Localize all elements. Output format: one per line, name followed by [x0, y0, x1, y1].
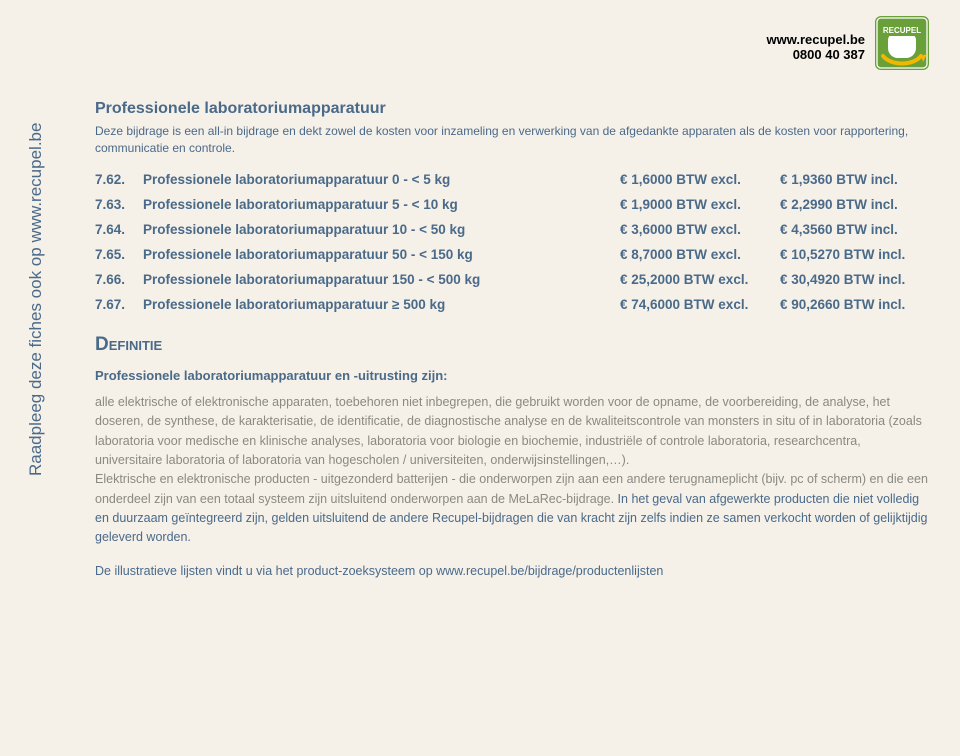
price-row-code: 7.62. [95, 172, 143, 187]
price-row: 7.67.Professionele laboratoriumapparatuu… [95, 297, 930, 312]
price-row-desc: Professionele laboratoriumapparatuur 5 -… [143, 197, 620, 212]
header-contact: www.recupel.be 0800 40 387 [767, 32, 866, 62]
price-row-excl: € 74,6000 BTW excl. [620, 297, 780, 312]
price-row-excl: € 3,6000 BTW excl. [620, 222, 780, 237]
definition-heading: Definitie [95, 334, 930, 356]
price-row: 7.64.Professionele laboratoriumapparatuu… [95, 222, 930, 237]
footer-link-text: De illustratieve lijsten vindt u via het… [95, 564, 930, 578]
recupel-logo-label: RECUPEL [881, 25, 923, 36]
definition-subheading: Professionele laboratoriumapparatuur en … [95, 368, 930, 383]
sidebar-vertical-text: Raadpleeg deze fiches ook op www.recupel… [26, 90, 56, 476]
price-row: 7.63.Professionele laboratoriumapparatuu… [95, 197, 930, 212]
price-row-desc: Professionele laboratoriumapparatuur 150… [143, 272, 620, 287]
intro-paragraph: Deze bijdrage is een all-in bijdrage en … [95, 123, 930, 158]
recupel-logo-icon [873, 14, 931, 72]
page-title: Professionele laboratoriumapparatuur [95, 100, 930, 118]
price-row-excl: € 1,9000 BTW excl. [620, 197, 780, 212]
price-row: 7.62.Professionele laboratoriumapparatuu… [95, 172, 930, 187]
price-table: 7.62.Professionele laboratoriumapparatuu… [95, 172, 930, 312]
price-row: 7.65.Professionele laboratoriumapparatuu… [95, 247, 930, 262]
price-row-excl: € 1,6000 BTW excl. [620, 172, 780, 187]
price-row-code: 7.63. [95, 197, 143, 212]
header-phone: 0800 40 387 [767, 47, 866, 62]
price-row-desc: Professionele laboratoriumapparatuur 50 … [143, 247, 620, 262]
header-url: www.recupel.be [767, 32, 866, 47]
price-row-desc: Professionele laboratoriumapparatuur ≥ 5… [143, 297, 620, 312]
price-row-excl: € 8,7000 BTW excl. [620, 247, 780, 262]
price-row: 7.66.Professionele laboratoriumapparatuu… [95, 272, 930, 287]
price-row-desc: Professionele laboratoriumapparatuur 0 -… [143, 172, 620, 187]
definition-para-1: alle elektrische of elektronische appara… [95, 395, 922, 467]
price-row-incl: € 4,3560 BTW incl. [780, 222, 930, 237]
price-row-incl: € 1,9360 BTW incl. [780, 172, 930, 187]
price-row-code: 7.67. [95, 297, 143, 312]
definition-body: alle elektrische of elektronische appara… [95, 393, 930, 548]
price-row-code: 7.66. [95, 272, 143, 287]
price-row-desc: Professionele laboratoriumapparatuur 10 … [143, 222, 620, 237]
price-row-code: 7.65. [95, 247, 143, 262]
price-row-excl: € 25,2000 BTW excl. [620, 272, 780, 287]
recupel-logo: RECUPEL [872, 14, 932, 90]
price-row-code: 7.64. [95, 222, 143, 237]
price-row-incl: € 10,5270 BTW incl. [780, 247, 930, 262]
price-row-incl: € 2,2990 BTW incl. [780, 197, 930, 212]
price-row-incl: € 90,2660 BTW incl. [780, 297, 930, 312]
main-content: Professionele laboratoriumapparatuur Dez… [95, 100, 930, 578]
price-row-incl: € 30,4920 BTW incl. [780, 272, 930, 287]
